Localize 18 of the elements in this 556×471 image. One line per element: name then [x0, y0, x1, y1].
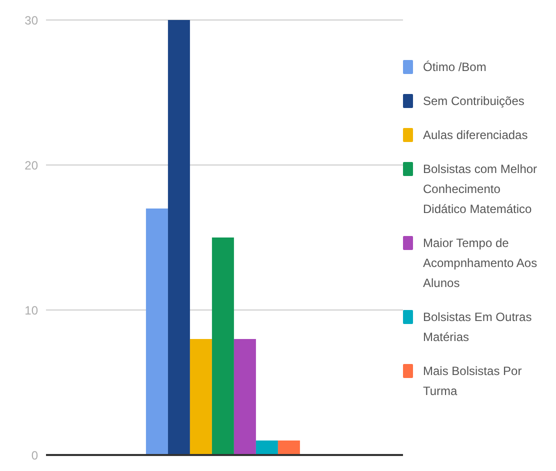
- bar: [146, 208, 168, 455]
- y-tick-label: 20: [24, 158, 38, 172]
- y-tick-label: 10: [24, 303, 38, 318]
- legend-label: Mais Bolsistas Por Turma: [423, 362, 523, 400]
- legend-label: Maior Tempo de Acompnhamento Aos Alunos: [423, 234, 538, 292]
- bar: [212, 238, 234, 455]
- legend-label: Ótimo /Bom: [423, 58, 486, 76]
- y-tick-label: 30: [24, 13, 38, 28]
- legend-label: Bolsistas Em Outras Matérias: [423, 308, 533, 346]
- legend-label: Aulas diferenciadas: [423, 126, 528, 144]
- bar: [234, 339, 256, 455]
- legend-label: Bolsistas com Melhor Conhecimento Didático Matemático: [423, 160, 538, 218]
- bar: [190, 339, 212, 455]
- bar: [256, 440, 278, 455]
- bar: [278, 440, 300, 455]
- y-tick-label: 0: [31, 448, 38, 462]
- legend-label: Sem Contribuições: [423, 92, 524, 110]
- bar: [168, 20, 190, 455]
